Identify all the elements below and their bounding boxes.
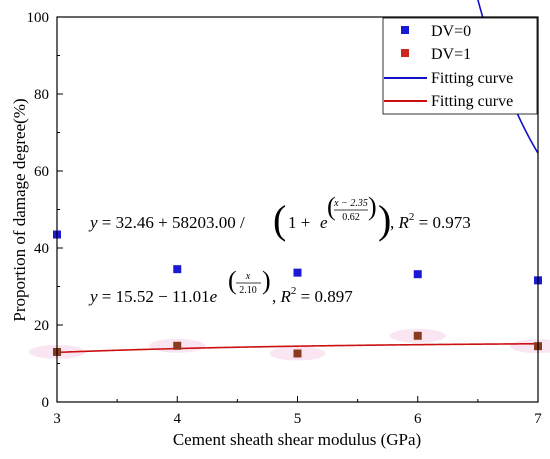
data-point-DV=0 <box>173 265 182 274</box>
eq2-r: R <box>280 287 292 306</box>
x-tick-label: 5 <box>294 411 302 427</box>
eq2-y: y <box>88 287 98 306</box>
eq1-right-paren: ) <box>378 197 391 242</box>
equation-1: y = 32.46 + 58203.00 / ( 1 + e ( x − 2.3… <box>88 192 471 242</box>
x-tick-label: 4 <box>174 411 182 427</box>
x-tick-label: 3 <box>53 411 61 427</box>
eq1-exp-num: x − 2.35 <box>333 198 368 209</box>
legend-marker-dv1 <box>401 49 409 57</box>
eq1-left-paren: ( <box>273 197 286 242</box>
eq1-one-plus: 1 + <box>288 213 310 232</box>
data-point-DV=0 <box>293 268 302 277</box>
eq2-comma: , <box>272 287 281 306</box>
legend-label-dv1: DV=1 <box>431 46 471 63</box>
y-tick-label: 0 <box>42 395 50 411</box>
confidence-band <box>510 339 550 354</box>
x-tick-label: 6 <box>414 411 422 427</box>
eq2-r-value: = 0.897 <box>296 287 353 306</box>
svg-text:, R2 = 0.897: , R2 = 0.897 <box>272 285 353 306</box>
legend-label-fit-red: Fitting curve <box>431 93 513 110</box>
data-point-DV=1 <box>413 331 422 340</box>
eq2-r-sup: 2 <box>291 285 297 297</box>
y-axis-title: Proportion of damage degree(%) <box>10 98 29 321</box>
eq2-exp-den: 2.10 <box>239 285 257 296</box>
eq2-exp-num: x <box>245 271 251 282</box>
svg-text:y = 15.52 − 11.01e: y = 15.52 − 11.01e <box>88 287 218 306</box>
eq1-body: = 32.46 + 58203.00 / <box>98 213 245 232</box>
svg-text:y = 32.46 + 58203.00 /: y = 32.46 + 58203.00 / <box>88 213 245 232</box>
legend: DV=0 DV=1 Fitting curve Fitting curve <box>382 17 538 115</box>
eq2-body: = 15.52 − 11.01 <box>98 287 210 306</box>
y-tick-label: 20 <box>34 318 49 334</box>
fitting-curve-3 <box>56 342 539 354</box>
eq1-exp-den: 0.62 <box>342 212 360 223</box>
eq1-exp-right-paren: ) <box>368 192 377 221</box>
y-tick-label: 100 <box>27 10 50 26</box>
eq1-y: y <box>88 213 98 232</box>
eq2-exp-left-paren: ( <box>228 266 237 295</box>
legend-label-dv0: DV=0 <box>431 23 471 40</box>
y-tick-label: 60 <box>34 164 49 180</box>
y-tick-label: 80 <box>34 87 49 103</box>
legend-marker-dv0 <box>401 26 409 34</box>
y-tick-label: 40 <box>34 241 49 257</box>
eq1-e: e <box>320 213 328 232</box>
data-point-DV=1 <box>173 341 182 350</box>
eq1-r: R <box>398 213 410 232</box>
eq1-comma: , <box>390 213 399 232</box>
eq1-r-sup: 2 <box>409 211 415 223</box>
svg-text:, R2 = 0.973: , R2 = 0.973 <box>390 211 471 232</box>
x-tick-label: 7 <box>534 411 542 427</box>
legend-label-fit-blue: Fitting curve <box>431 70 513 87</box>
eq1-exp-left-paren: ( <box>327 192 336 221</box>
data-point-DV=0 <box>413 270 422 279</box>
data-point-DV=1 <box>293 349 302 358</box>
eq2-e: e <box>210 287 218 306</box>
eq2-exp-right-paren: ) <box>262 266 271 295</box>
eq1-r-value: = 0.973 <box>414 213 470 232</box>
x-axis-title: Cement sheath shear modulus (GPa) <box>173 430 421 449</box>
equation-2: y = 15.52 − 11.01e ( x 2.10 ) , R2 = 0.8… <box>88 266 353 306</box>
